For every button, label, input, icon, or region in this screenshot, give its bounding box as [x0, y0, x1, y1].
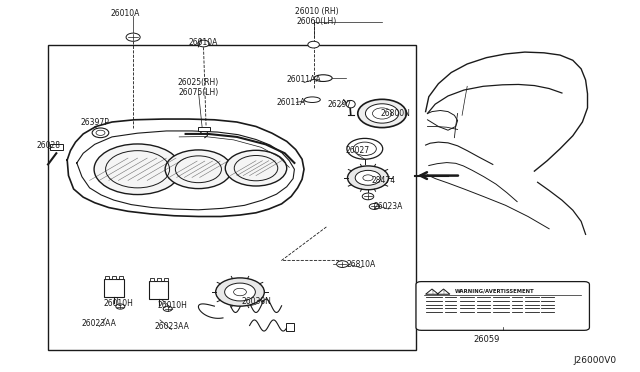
- Text: 26028: 26028: [36, 141, 61, 150]
- Circle shape: [365, 104, 399, 123]
- Text: 26810A: 26810A: [347, 260, 376, 269]
- Text: 26011AA: 26011AA: [287, 76, 321, 84]
- Circle shape: [94, 144, 181, 195]
- Circle shape: [198, 40, 209, 47]
- Text: 26010H: 26010H: [158, 301, 188, 310]
- Ellipse shape: [314, 75, 332, 81]
- Text: !: !: [442, 290, 445, 295]
- Circle shape: [369, 203, 380, 209]
- Circle shape: [348, 166, 388, 190]
- Bar: [50, 144, 63, 150]
- Text: 26023A: 26023A: [374, 202, 403, 211]
- Text: 26010A: 26010A: [189, 38, 218, 47]
- Bar: [286, 323, 294, 331]
- Circle shape: [337, 261, 348, 267]
- Circle shape: [216, 278, 264, 306]
- Text: 28474: 28474: [372, 176, 396, 185]
- Text: 26038N: 26038N: [241, 297, 271, 306]
- FancyBboxPatch shape: [416, 282, 589, 330]
- Text: 26010H: 26010H: [104, 299, 133, 308]
- Text: 26010A: 26010A: [110, 9, 140, 17]
- Text: 26023AA: 26023AA: [82, 319, 116, 328]
- Circle shape: [92, 128, 109, 138]
- Bar: [104, 279, 124, 297]
- Circle shape: [308, 41, 319, 48]
- Circle shape: [362, 193, 374, 200]
- Text: 26027: 26027: [345, 146, 369, 155]
- Text: 26297: 26297: [327, 100, 351, 109]
- Text: !: !: [431, 290, 433, 295]
- Circle shape: [163, 306, 172, 311]
- Text: 26023AA: 26023AA: [154, 322, 189, 331]
- Text: 26059: 26059: [473, 335, 500, 344]
- Text: 26011A: 26011A: [276, 98, 306, 107]
- Text: 26010 (RH)
26060(LH): 26010 (RH) 26060(LH): [295, 7, 339, 26]
- Circle shape: [225, 283, 255, 301]
- Bar: [164, 278, 168, 281]
- Bar: [157, 278, 161, 281]
- Text: 26025(RH)
26075(LH): 26025(RH) 26075(LH): [178, 78, 219, 97]
- Text: 26397P: 26397P: [80, 118, 109, 127]
- Text: J26000V0: J26000V0: [573, 356, 617, 365]
- Bar: [105, 276, 109, 279]
- Bar: [149, 281, 168, 299]
- Bar: [150, 278, 154, 281]
- Circle shape: [116, 304, 125, 309]
- Ellipse shape: [305, 97, 321, 103]
- Ellipse shape: [346, 100, 355, 108]
- Text: 26800N: 26800N: [381, 109, 410, 118]
- Bar: [48, 45, 416, 350]
- Circle shape: [225, 150, 287, 186]
- Bar: [119, 276, 123, 279]
- Bar: [112, 276, 116, 279]
- Circle shape: [126, 33, 140, 41]
- Text: WARNING/AVERTISSEMENT: WARNING/AVERTISSEMENT: [454, 289, 534, 294]
- Circle shape: [358, 99, 406, 128]
- Circle shape: [165, 150, 232, 189]
- Circle shape: [355, 170, 381, 185]
- Bar: [198, 127, 210, 131]
